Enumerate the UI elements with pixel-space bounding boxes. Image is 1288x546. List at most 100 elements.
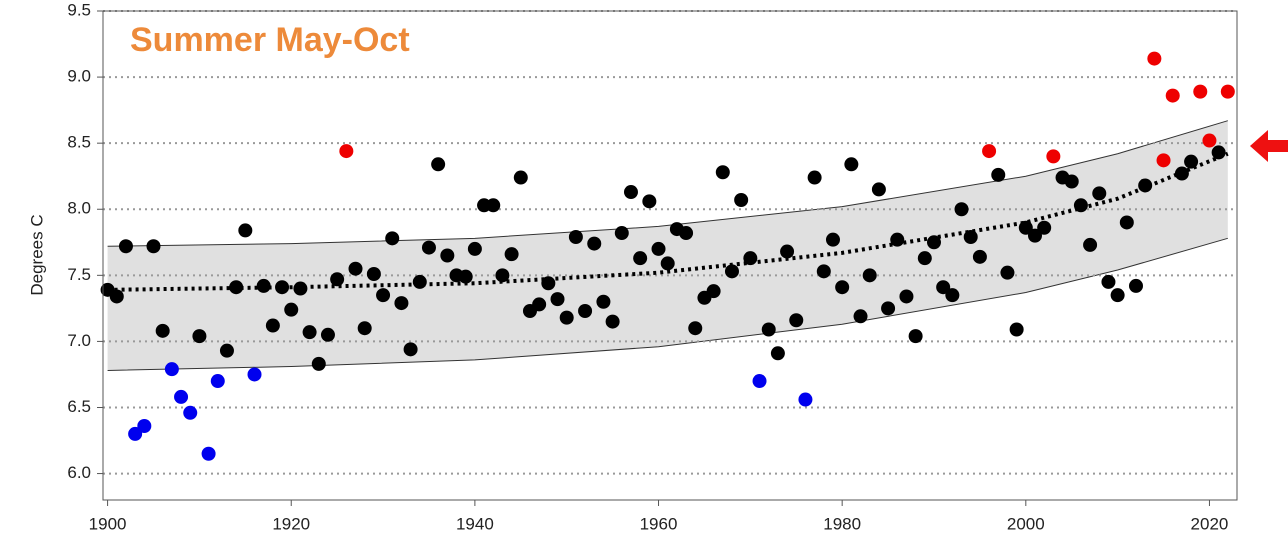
data-point bbox=[899, 289, 914, 304]
data-point bbox=[1202, 133, 1217, 148]
y-axis-label: Degrees C bbox=[27, 214, 46, 295]
x-tick-label: 1920 bbox=[272, 514, 310, 533]
data-point bbox=[1027, 228, 1042, 243]
x-tick-label: 1960 bbox=[640, 514, 678, 533]
x-tick-label: 1980 bbox=[823, 514, 861, 533]
y-tick-label: 8.5 bbox=[67, 133, 91, 152]
data-point bbox=[183, 405, 198, 420]
data-point bbox=[284, 302, 299, 317]
data-point bbox=[825, 232, 840, 247]
data-point bbox=[926, 235, 941, 250]
data-point bbox=[265, 318, 280, 333]
data-point bbox=[623, 185, 638, 200]
data-point bbox=[881, 301, 896, 316]
data-point bbox=[550, 292, 565, 307]
data-point bbox=[1193, 84, 1208, 99]
x-tick-label: 2020 bbox=[1191, 514, 1229, 533]
y-tick-label: 6.5 bbox=[67, 397, 91, 416]
data-point bbox=[651, 241, 666, 256]
data-point bbox=[798, 392, 813, 407]
data-point bbox=[1101, 274, 1116, 289]
data-point bbox=[982, 144, 997, 159]
mark-layer bbox=[100, 51, 1235, 461]
confidence-band bbox=[107, 120, 1228, 371]
data-point bbox=[936, 280, 951, 295]
data-point bbox=[807, 170, 822, 185]
y-tick-label: 9.0 bbox=[67, 67, 91, 86]
data-point bbox=[752, 374, 767, 389]
data-point bbox=[118, 239, 133, 254]
data-point bbox=[724, 264, 739, 279]
data-point bbox=[541, 276, 556, 291]
data-point bbox=[174, 389, 189, 404]
chart-title: Summer May-Oct bbox=[130, 21, 410, 59]
data-point bbox=[972, 249, 987, 264]
data-point bbox=[1119, 215, 1134, 230]
data-point bbox=[908, 329, 923, 344]
data-point bbox=[440, 248, 455, 263]
data-point bbox=[376, 288, 391, 303]
data-point bbox=[385, 231, 400, 246]
data-point bbox=[688, 321, 703, 336]
data-point bbox=[192, 329, 207, 344]
data-point bbox=[715, 165, 730, 180]
data-point bbox=[1110, 288, 1125, 303]
data-point bbox=[164, 362, 179, 377]
data-point bbox=[219, 343, 234, 358]
x-tick-label: 1940 bbox=[456, 514, 494, 533]
data-point bbox=[275, 280, 290, 295]
data-point bbox=[486, 198, 501, 213]
data-point bbox=[633, 251, 648, 266]
y-tick-label: 7.0 bbox=[67, 331, 91, 350]
data-point bbox=[780, 244, 795, 259]
data-point bbox=[734, 192, 749, 207]
data-point bbox=[761, 322, 776, 337]
data-point bbox=[1009, 322, 1024, 337]
data-point bbox=[605, 314, 620, 329]
data-point bbox=[642, 194, 657, 209]
data-point bbox=[128, 426, 143, 441]
data-point bbox=[991, 167, 1006, 182]
y-tick-label: 7.5 bbox=[67, 265, 91, 284]
data-point bbox=[201, 446, 216, 461]
data-point bbox=[954, 202, 969, 217]
data-point bbox=[366, 267, 381, 282]
data-point bbox=[330, 272, 345, 287]
x-tick-label: 2000 bbox=[1007, 514, 1045, 533]
data-point bbox=[394, 296, 409, 311]
data-point bbox=[458, 269, 473, 284]
data-point bbox=[403, 342, 418, 357]
data-point bbox=[339, 144, 354, 159]
plot-frame bbox=[102, 10, 1238, 501]
data-point bbox=[835, 280, 850, 295]
data-point bbox=[559, 310, 574, 325]
data-point bbox=[412, 274, 427, 289]
data-point bbox=[1138, 178, 1153, 193]
data-point bbox=[1092, 186, 1107, 201]
data-point bbox=[917, 251, 932, 266]
y-tick-label: 8.0 bbox=[67, 199, 91, 218]
x-tick-label: 1900 bbox=[89, 514, 127, 533]
data-point bbox=[578, 304, 593, 319]
data-point bbox=[1046, 149, 1061, 164]
data-point bbox=[770, 346, 785, 361]
data-point bbox=[513, 170, 528, 185]
data-point bbox=[844, 157, 859, 172]
data-point bbox=[862, 268, 877, 283]
data-point bbox=[587, 236, 602, 251]
arrow-icon bbox=[1250, 130, 1288, 162]
data-point bbox=[357, 321, 372, 336]
data-point bbox=[1156, 153, 1171, 168]
data-point bbox=[890, 232, 905, 247]
data-point bbox=[1147, 51, 1162, 66]
data-point bbox=[495, 268, 510, 283]
data-point bbox=[1211, 145, 1226, 160]
data-point bbox=[302, 325, 317, 340]
data-point bbox=[871, 182, 886, 197]
data-point bbox=[210, 374, 225, 389]
data-point bbox=[532, 297, 547, 312]
data-point bbox=[568, 229, 583, 244]
band-upper bbox=[107, 120, 1228, 247]
